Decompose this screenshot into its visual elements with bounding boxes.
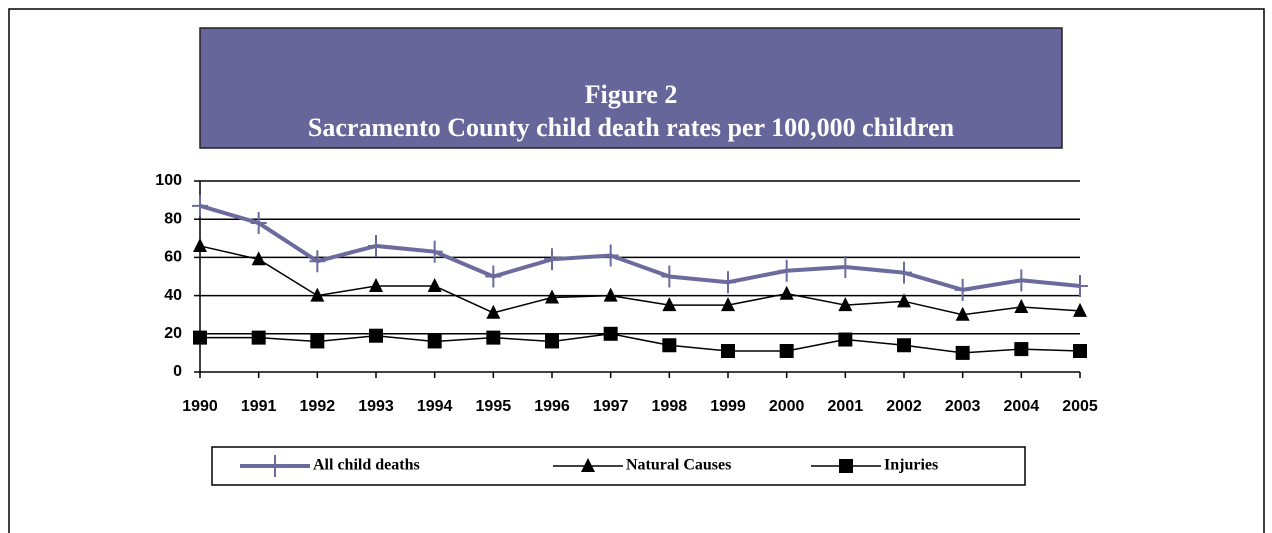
x-tick-label: 1995: [476, 398, 512, 415]
marker: [721, 343, 735, 358]
x-tick-label: 2001: [828, 398, 864, 415]
x-tick-label: 2000: [769, 398, 805, 415]
marker: [954, 278, 971, 301]
marker: [779, 285, 794, 300]
marker: [267, 455, 283, 477]
marker: [1014, 299, 1029, 314]
series-line: [199, 245, 1081, 316]
chart-subtitle: Sacramento County child death rates per …: [308, 113, 955, 142]
title-box: [199, 27, 1063, 149]
marker: [251, 251, 266, 266]
marker: [427, 278, 442, 293]
marker: [426, 240, 443, 263]
marker: [897, 293, 911, 308]
frame: [8, 8, 1265, 533]
x-tick-label: 1993: [358, 398, 394, 415]
legend-label: Natural Causes: [626, 457, 731, 474]
marker: [368, 234, 384, 257]
marker: [1014, 342, 1029, 357]
marker: [897, 338, 911, 353]
marker: [662, 338, 677, 353]
marker: [486, 304, 501, 319]
marker: [955, 306, 970, 321]
series-line: [200, 333, 1081, 354]
marker: [545, 334, 559, 349]
x-tick-label: 1992: [300, 398, 336, 415]
marker: [837, 255, 854, 278]
x-tick-label: 2003: [945, 398, 981, 415]
series-line: [199, 203, 1081, 292]
marker: [192, 194, 208, 217]
legend-label: Injuries: [884, 457, 938, 474]
x-tick-label: 1999: [710, 398, 746, 415]
marker: [310, 287, 325, 302]
marker: [485, 265, 502, 288]
marker: [778, 259, 795, 282]
x-tick-label: 2002: [886, 398, 922, 415]
marker: [545, 289, 559, 304]
marker: [779, 343, 794, 358]
marker: [250, 212, 267, 235]
marker: [251, 330, 266, 345]
marker: [544, 248, 560, 271]
y-tick-label: 80: [164, 210, 182, 227]
x-tick-label: 2005: [1062, 398, 1098, 415]
marker: [1072, 275, 1088, 298]
marker: [603, 287, 618, 302]
x-tick-label: 2004: [1004, 398, 1040, 415]
marker: [581, 458, 595, 472]
marker: [602, 244, 619, 267]
marker: [369, 328, 383, 343]
marker: [720, 271, 736, 294]
marker: [369, 278, 383, 293]
x-tick-label: 1990: [182, 398, 218, 415]
y-tick-label: 100: [155, 172, 182, 189]
y-tick-label: 60: [164, 249, 182, 266]
marker: [838, 332, 853, 347]
marker: [721, 297, 735, 312]
marker: [1013, 269, 1030, 292]
x-tick-label: 1997: [593, 398, 629, 415]
marker: [427, 334, 442, 349]
marker: [662, 297, 677, 312]
x-tick-label: 1996: [534, 398, 570, 415]
x-tick-label: 1998: [652, 398, 688, 415]
marker: [193, 237, 207, 252]
marker: [486, 330, 501, 345]
marker: [309, 250, 326, 273]
x-tick-label: 1994: [417, 398, 453, 415]
x-tick-label: 1991: [241, 398, 277, 415]
marker: [896, 261, 912, 284]
marker: [1073, 343, 1087, 358]
chart-title: Figure 2: [585, 80, 678, 109]
y-tick-label: 0: [173, 363, 182, 380]
marker: [955, 345, 970, 360]
marker: [661, 265, 678, 288]
marker: [310, 334, 325, 349]
marker: [839, 459, 853, 473]
y-tick-label: 40: [164, 287, 182, 304]
marker: [603, 326, 618, 341]
marker: [838, 297, 853, 312]
marker: [1073, 302, 1087, 317]
y-tick-label: 20: [164, 325, 182, 342]
marker: [193, 330, 207, 345]
legend-label: All child deaths: [313, 457, 420, 474]
